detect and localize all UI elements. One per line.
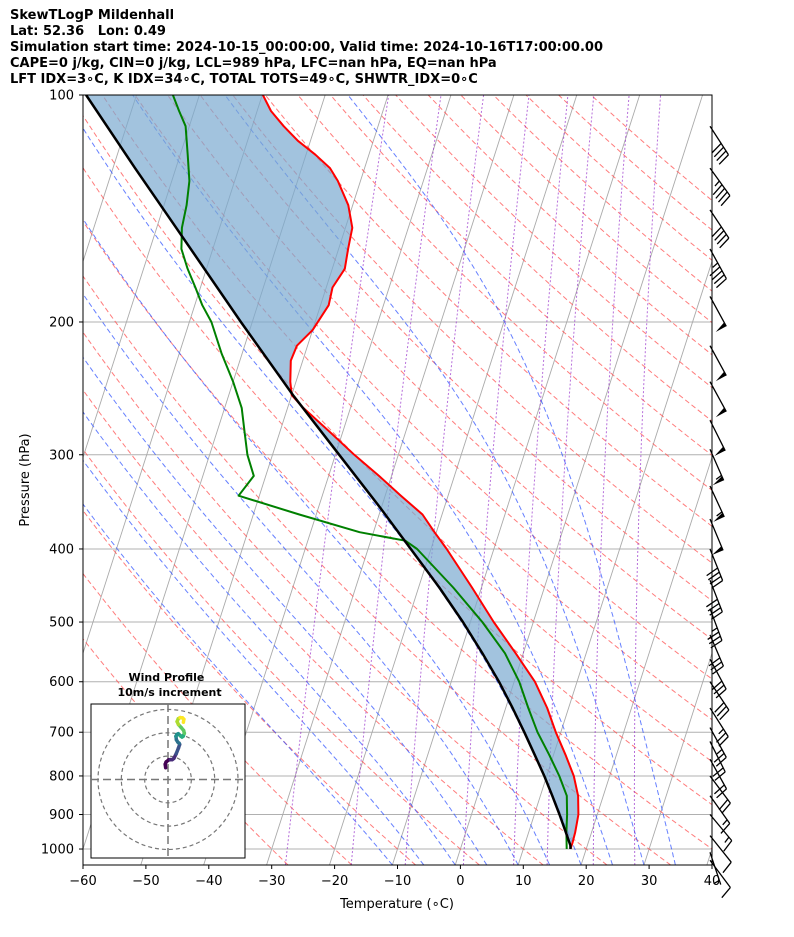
moist-adiabat-line <box>83 293 519 865</box>
dry-adiabat-line <box>558 95 712 231</box>
location-line: Lat: 52.36 Lon: 0.49 <box>10 24 166 39</box>
isotherm-line <box>391 95 641 865</box>
x-tick-label: 30 <box>641 874 658 889</box>
dry-adiabat-line <box>590 95 712 202</box>
moist-adiabat-line <box>132 95 613 865</box>
x-axis-label: Temperature (∘C) <box>339 897 454 912</box>
dry-adiabat-line <box>460 95 712 324</box>
dry-adiabat-line <box>83 331 608 865</box>
dry-adiabat-line <box>264 95 712 527</box>
x-tick-label: 40 <box>704 874 721 889</box>
parcel-profile-line <box>85 95 572 850</box>
y-tick-label: 200 <box>49 315 74 330</box>
wind-barb <box>709 758 728 799</box>
x-tick-label: 20 <box>578 874 595 889</box>
isotherm-line <box>517 260 712 865</box>
dry-adiabat-line <box>297 95 712 491</box>
moist-adiabat-line <box>83 218 551 865</box>
wind-barb <box>709 775 731 814</box>
dry-adiabat-line <box>330 95 712 456</box>
mixing-ratio-line <box>462 95 530 865</box>
isotherm-line <box>329 95 578 865</box>
wind-barb <box>709 859 731 899</box>
y-tick-label: 600 <box>49 675 74 690</box>
dewpoint-line <box>171 95 569 850</box>
dry-adiabat-line <box>83 166 712 806</box>
moist-adiabat-line <box>347 95 676 865</box>
dry-adiabat-line <box>83 275 671 865</box>
y-tick-label: 700 <box>49 726 74 741</box>
isotherm-line <box>0 95 74 865</box>
wind-barb <box>709 681 730 721</box>
y-tick-label: 800 <box>49 769 74 784</box>
mixing-ratio-line <box>592 95 630 865</box>
wind-barb <box>709 419 726 457</box>
isotherm-line <box>83 95 137 263</box>
x-tick-label: 0 <box>456 874 464 889</box>
wind-barb <box>706 548 724 589</box>
x-tick-label: −50 <box>132 874 159 889</box>
wind-barbs <box>706 125 733 899</box>
x-tick-label: 10 <box>515 874 532 889</box>
wind-barb <box>709 814 733 852</box>
indices-line: LFT IDX=3∘C, K IDX=34∘C, TOTAL TOTS=49∘C… <box>10 72 478 87</box>
wind-barb <box>709 125 730 165</box>
hodograph: Wind Profile 10m/s increment <box>90 671 246 859</box>
wind-barb <box>709 741 726 781</box>
mixing-ratio-line <box>350 95 442 865</box>
hodograph-subtitle: 10m/s increment <box>117 686 221 699</box>
hodograph-title: Wind Profile <box>129 671 205 684</box>
x-tick-label: −40 <box>195 874 222 889</box>
moist-adiabat-line <box>83 459 425 865</box>
y-tick-label: 100 <box>49 89 74 104</box>
dry-adiabat-line <box>232 95 712 564</box>
x-tick-label: −10 <box>384 874 411 889</box>
wind-barb <box>709 658 727 699</box>
isotherm-line <box>454 95 703 865</box>
mixing-ratio-line <box>404 95 485 865</box>
isotherm-line <box>580 455 712 865</box>
temperature-line <box>262 95 580 850</box>
axes: −60 −50 −40 −30 −20 −10 0 10 20 30 40 1000 900 800 700… <box>41 89 720 890</box>
x-tick-label: −30 <box>258 874 285 889</box>
cape-line: CAPE=0 j/kg, CIN=0 j/kg, LCL=989 hPa, LF… <box>10 56 497 71</box>
isotherm-line <box>83 95 200 459</box>
wind-barb <box>709 296 727 333</box>
profile-lines <box>85 95 580 850</box>
dry-adiabat-line <box>525 95 712 261</box>
isotherm-line <box>266 95 515 865</box>
moist-adiabat-line <box>83 411 456 865</box>
y-axis-label: Pressure (hPa) <box>18 433 33 526</box>
wind-barb <box>709 835 732 874</box>
dry-adiabat-line <box>83 448 480 865</box>
wind-barb <box>709 381 727 418</box>
dry-adiabat-line <box>395 95 712 389</box>
wind-barb <box>709 707 729 747</box>
wind-barb <box>709 209 730 249</box>
x-tick-label: −60 <box>69 874 96 889</box>
dry-adiabat-line <box>493 95 712 292</box>
wind-barb <box>709 727 727 767</box>
chart-header: SkewTLogP Mildenhall Lat: 52.36 Lon: 0.4… <box>10 8 603 88</box>
y-tick-label: 900 <box>49 808 74 823</box>
isotherm-line <box>643 651 712 865</box>
y-tick-label: 1000 <box>41 843 74 858</box>
time-line: Simulation start time: 2024-10-15_00:00:… <box>10 40 603 55</box>
chart-title: SkewTLogP Mildenhall <box>10 8 175 23</box>
x-tick-label: −20 <box>321 874 348 889</box>
isotherm-line <box>0 95 11 865</box>
y-tick-label: 400 <box>49 542 74 557</box>
y-tick-label: 500 <box>49 616 74 631</box>
wind-barb <box>709 167 731 207</box>
y-tick-label: 300 <box>49 448 74 463</box>
cin-shading <box>86 95 579 849</box>
mixing-ratio-line <box>284 95 390 865</box>
wind-barb <box>709 345 727 382</box>
cape-cin-fill <box>86 95 579 849</box>
mixing-ratio-line <box>633 95 662 865</box>
dry-adiabat-line <box>427 95 712 356</box>
mixing-ratio-line <box>513 95 569 865</box>
